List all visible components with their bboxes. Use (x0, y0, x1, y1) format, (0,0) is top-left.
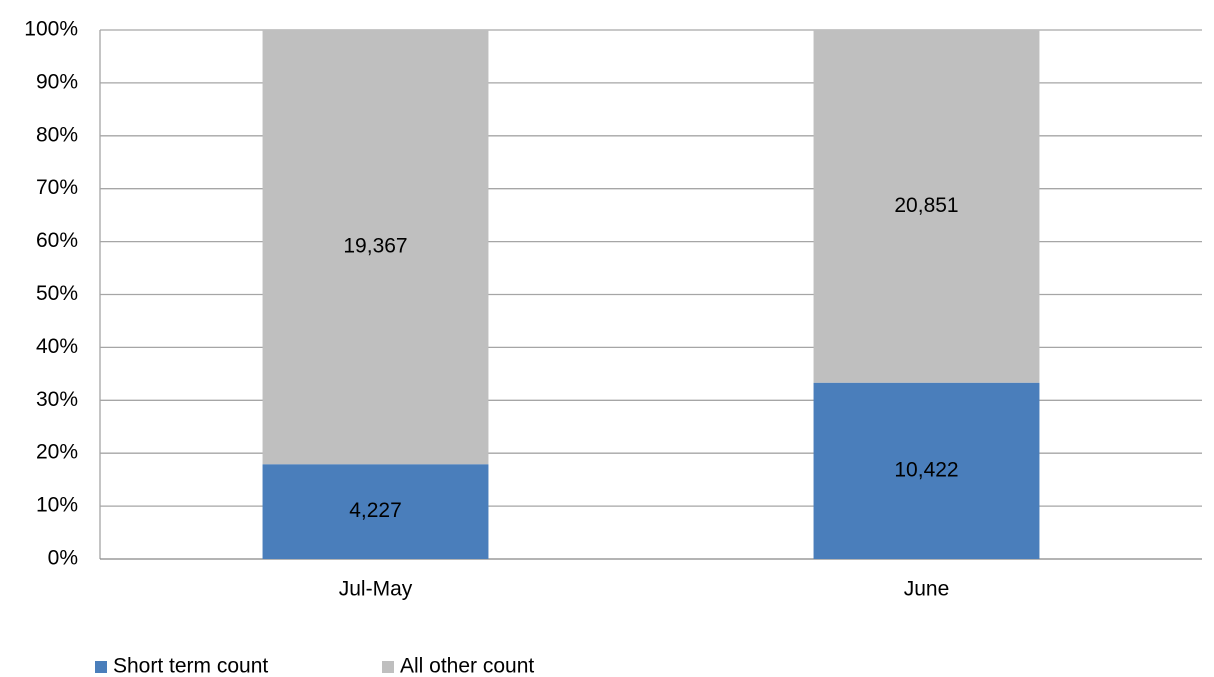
y-tick-label: 100% (24, 18, 78, 41)
legend-swatch (95, 661, 107, 673)
y-tick-label: 40% (36, 335, 78, 358)
bar-segment (813, 30, 1040, 383)
data-label: 20,851 (894, 194, 958, 217)
bar-segment (262, 30, 489, 465)
legend-label: All other count (400, 655, 534, 677)
y-tick-label: 90% (36, 70, 78, 93)
x-tick-label: Jul-May (339, 578, 413, 601)
legend-label: Short term count (113, 655, 268, 677)
bar-segment (262, 464, 489, 559)
y-tick-label: 10% (36, 494, 78, 517)
legend-swatch (382, 661, 394, 673)
y-tick-label: 0% (48, 547, 78, 570)
y-tick-label: 50% (36, 282, 78, 305)
y-tick-label: 20% (36, 441, 78, 464)
y-tick-label: 80% (36, 123, 78, 146)
data-label: 19,367 (343, 235, 407, 258)
data-label: 4,227 (349, 499, 402, 522)
bar-segment (813, 382, 1040, 559)
x-tick-label: June (904, 578, 950, 601)
y-tick-label: 30% (36, 388, 78, 411)
data-label: 10,422 (894, 458, 958, 481)
y-tick-label: 70% (36, 176, 78, 199)
y-tick-label: 60% (36, 229, 78, 252)
